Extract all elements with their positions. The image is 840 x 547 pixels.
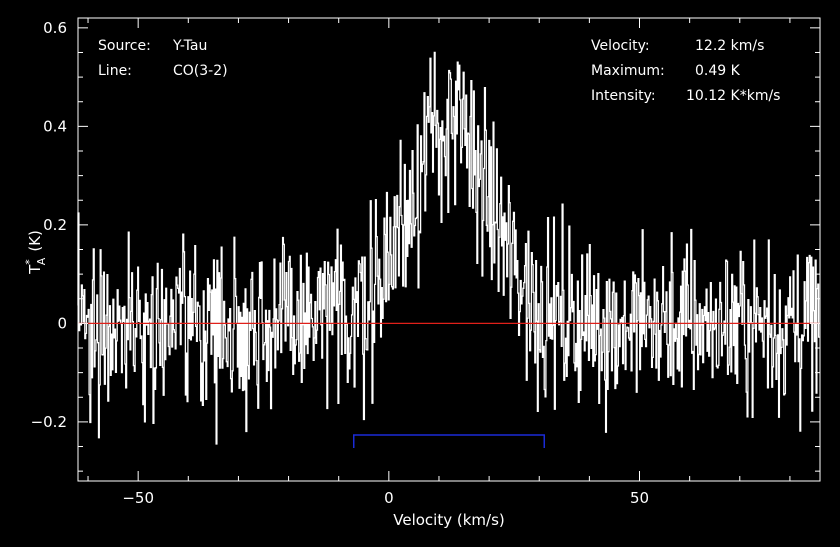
y-axis-label-sub: A	[35, 257, 48, 265]
x-axis-label: Velocity (km/s)	[393, 511, 504, 529]
source-label: Source:	[98, 38, 151, 54]
intensity-label: Intensity:	[591, 88, 656, 104]
spectrum-series	[77, 51, 820, 445]
svg-text:T*A(K): T*A (K)	[23, 230, 48, 275]
y-axis-label-unit: (K)	[26, 230, 44, 252]
spectrum-line	[77, 51, 820, 445]
y-tick-label: 0.6	[43, 19, 67, 37]
annotation-right: Velocity: 12.2 km/s Maximum: 0.49 K Inte…	[591, 38, 780, 104]
maximum-label: Maximum:	[591, 63, 665, 79]
line-value: CO(3-2)	[173, 63, 228, 79]
x-tick-label: 50	[630, 489, 649, 507]
y-tick-label: 0.2	[43, 216, 67, 234]
intensity-value: 10.12 K*km/s	[686, 88, 780, 104]
y-tick-label: 0.4	[43, 117, 67, 135]
annotation-left: Source: Y-Tau Line: CO(3-2)	[98, 38, 228, 79]
y-axis-label-sup: *	[23, 259, 36, 265]
reference-lines	[78, 322, 820, 448]
y-axis-label-main: T	[26, 264, 44, 275]
maximum-value: 0.49 K	[695, 63, 741, 79]
y-tick-label: −0.2	[31, 413, 67, 431]
integration-window-bracket	[352, 434, 546, 448]
velocity-label: Velocity:	[591, 38, 650, 54]
x-tick-label: 0	[384, 489, 394, 507]
velocity-value: 12.2 km/s	[695, 38, 764, 54]
y-tick-label: 0	[57, 314, 67, 332]
y-axis-label: T*A (K)	[23, 230, 48, 275]
source-value: Y-Tau	[172, 38, 207, 54]
x-tick-label: −50	[122, 489, 154, 507]
line-label: Line:	[98, 63, 132, 79]
axis-ticks: −50 0 50 −0.2 0 0.2 0.4 0.6	[31, 18, 820, 507]
